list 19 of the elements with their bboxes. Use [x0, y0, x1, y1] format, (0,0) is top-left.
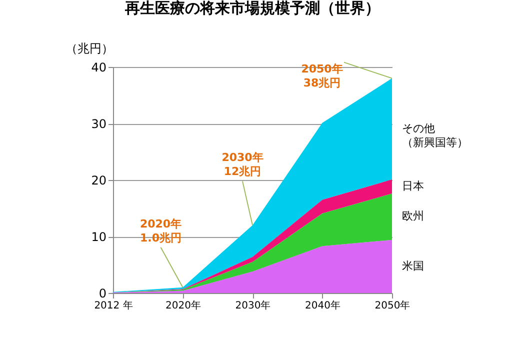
series-label: 米国: [402, 259, 424, 272]
annotation: 2020年 1.0兆円: [140, 217, 182, 244]
x-tick-label: 2012 年: [94, 300, 133, 312]
x-tick-label: 2030年: [235, 300, 271, 312]
y-tick-label: 0: [98, 286, 106, 300]
series-label: その他（新興国等）: [402, 122, 468, 149]
chart-title: 再生医療の将来市場規模予測（世界）: [124, 0, 380, 17]
y-tick-label: 20: [91, 174, 106, 188]
x-tick-label: 2050年: [374, 300, 410, 312]
annotation: 2050年 38兆円: [301, 62, 343, 90]
y-tick-label: 30: [91, 117, 106, 131]
series-label: 欧州: [402, 210, 424, 223]
y-tick-label: 40: [91, 60, 106, 74]
series-label: 日本: [402, 179, 424, 192]
x-tick-label: 2040年: [305, 300, 340, 312]
y-tick-label: 10: [91, 230, 106, 244]
x-tick-label: 2020年: [166, 300, 201, 312]
annotation: 2030年 12兆円: [222, 151, 264, 178]
y-axis-title: （兆円）: [66, 42, 114, 56]
